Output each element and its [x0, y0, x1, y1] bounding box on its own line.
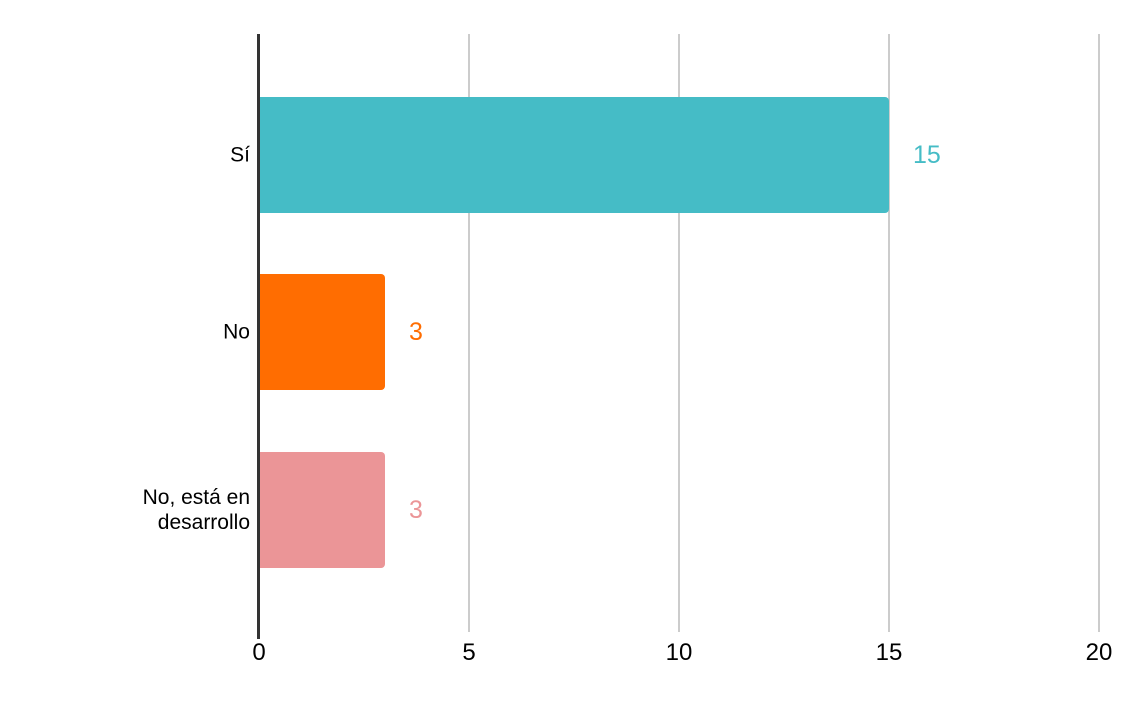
x-axis-tick-label: 5	[462, 639, 476, 666]
gridline	[1098, 34, 1100, 632]
bar-value-label: 15	[913, 141, 941, 169]
x-axis-tick-label: 20	[1085, 639, 1113, 666]
gridline	[468, 34, 470, 632]
bar	[260, 274, 385, 391]
bar-value-label: 3	[409, 495, 423, 524]
category-label: No, está en desarrollo	[142, 485, 250, 534]
gridline	[888, 34, 890, 632]
bar	[260, 97, 889, 213]
gridline	[678, 34, 680, 632]
x-axis-tick-label: 15	[875, 639, 903, 666]
x-axis-tick-label: 10	[665, 639, 693, 666]
bar-value-label: 3	[409, 318, 423, 347]
category-label: Sí	[230, 143, 250, 167]
x-axis-tick-label: 0	[252, 639, 266, 666]
category-label: No	[223, 320, 250, 344]
bar	[260, 451, 385, 568]
x-axis-baseline	[257, 34, 260, 639]
